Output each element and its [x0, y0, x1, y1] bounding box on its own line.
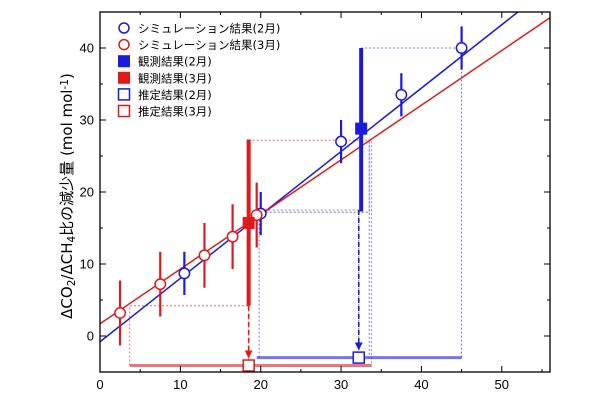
legend-label: シミュレーション結果(2月)	[138, 22, 280, 36]
y-tick-label: 10	[80, 257, 94, 272]
legend-marker	[118, 22, 130, 34]
y-axis-label-part: )	[58, 73, 76, 79]
legend-marker	[118, 38, 130, 51]
x-tick-label: 50	[495, 377, 509, 392]
guide-line	[248, 139, 373, 366]
data-point	[242, 359, 255, 372]
data-point	[455, 42, 468, 54]
legend-marker	[117, 104, 131, 118]
legend-label: シミュレーション結果(3月)	[138, 38, 280, 52]
fit-lines-layer	[100, 12, 550, 343]
legend-label: 観測結果(2月)	[138, 55, 212, 69]
legend-label: 観測結果(3月)	[138, 71, 212, 85]
guide-line	[129, 305, 249, 366]
y-tick-label: 40	[80, 41, 94, 56]
guide-line	[258, 140, 370, 358]
y-axis-label-part: 4	[66, 236, 78, 243]
x-tick-label: 10	[173, 377, 187, 392]
data-point	[226, 230, 239, 243]
y-axis-label-part: 2	[66, 280, 78, 287]
y-tick-label: 20	[80, 185, 94, 200]
axes-layer: 0 10 20 30 40 50 0 10 20 30 40	[80, 11, 551, 392]
legend-marker	[117, 88, 131, 101]
data-point	[178, 267, 191, 280]
legend-marker	[118, 55, 130, 68]
data-point	[335, 135, 348, 148]
legend: シミュレーション結果(2月) シミュレーション結果(3月) 観測結果(2月) 観測結果…	[117, 22, 280, 119]
fit-line	[100, 17, 550, 325]
x-tick-label: 30	[334, 377, 348, 392]
legend-marker	[118, 71, 130, 84]
data-point	[198, 249, 211, 262]
y-axis-label: ΔCO2/ΔCH4比の減少量 (mol mol-1)	[58, 73, 78, 319]
data-point	[242, 216, 255, 229]
data-point	[355, 122, 368, 135]
y-axis-label-group: ΔCO2/ΔCH4比の減少量 (mol mol-1)	[58, 73, 78, 319]
y-axis-label-part: -1	[59, 79, 71, 89]
data-point	[154, 278, 167, 291]
x-tick-label: 40	[414, 377, 428, 392]
legend-label: 推定結果(2月)	[138, 88, 212, 102]
fit-line	[100, 12, 519, 343]
data-point	[395, 88, 408, 101]
x-tick-label: 20	[253, 377, 267, 392]
guide-line	[260, 209, 360, 358]
y-tick-label: 30	[80, 113, 94, 128]
y-axis-label-part: ΔCO	[58, 286, 76, 319]
guide-line	[361, 47, 463, 358]
y-axis-label-part: /ΔCH	[58, 243, 76, 280]
data-point	[352, 351, 365, 364]
data-marks-layer	[114, 26, 468, 372]
data-point	[114, 307, 127, 319]
x-tick-label: 0	[96, 377, 103, 392]
y-tick-label: 0	[87, 329, 94, 344]
y-axis-label-part: 比の減少量 (mol mol	[58, 90, 76, 236]
legend-label: 推定結果(3月)	[138, 105, 212, 119]
